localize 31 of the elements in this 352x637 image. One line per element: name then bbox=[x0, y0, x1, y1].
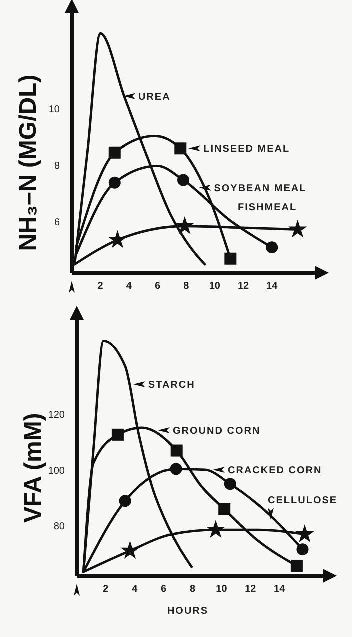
annotation: UREA bbox=[138, 92, 171, 103]
x-axis-title: HOURS bbox=[167, 606, 209, 617]
y-tick-label: 8 bbox=[54, 161, 60, 172]
x-tick-label: 8 bbox=[184, 281, 190, 292]
x-tick-label: 10 bbox=[209, 281, 221, 292]
y-axis-title: NH₃–N (MG/DL) bbox=[15, 74, 42, 252]
x-tick-label: 12 bbox=[245, 584, 257, 595]
annotation: FISHMEAL bbox=[238, 202, 298, 214]
annotation: STARCH bbox=[148, 380, 196, 392]
x-tick-label: 6 bbox=[161, 584, 168, 595]
x-tick-label: 2 bbox=[103, 584, 110, 595]
x-tick-label: 12 bbox=[238, 281, 250, 292]
y-axis-title: VFA (mM) bbox=[20, 413, 47, 523]
y-tick-label: 120 bbox=[48, 410, 66, 422]
annotation: CELLULOSE bbox=[268, 496, 338, 506]
x-tick-label: 14 bbox=[266, 281, 278, 292]
x-tick-label: 8 bbox=[190, 584, 196, 595]
annotation: GROUND CORN bbox=[173, 426, 261, 437]
annotation: SOYBEAN MEAL bbox=[214, 183, 307, 194]
y-tick-label: 6 bbox=[54, 218, 60, 229]
y-tick-label: 10 bbox=[48, 104, 60, 116]
annotation: CRACKED CORN bbox=[228, 465, 322, 476]
x-tick-label: 4 bbox=[126, 281, 132, 292]
x-tick-label: 6 bbox=[154, 281, 161, 292]
x-tick-label: 4 bbox=[132, 584, 138, 595]
y-tick-label: 100 bbox=[48, 466, 66, 477]
y-tick-label: 80 bbox=[54, 521, 66, 532]
annotation: LINSEED MEAL bbox=[204, 144, 290, 156]
x-tick-label: 14 bbox=[274, 584, 286, 595]
x-tick-label: 10 bbox=[216, 584, 228, 595]
x-tick-label: 2 bbox=[98, 281, 104, 292]
